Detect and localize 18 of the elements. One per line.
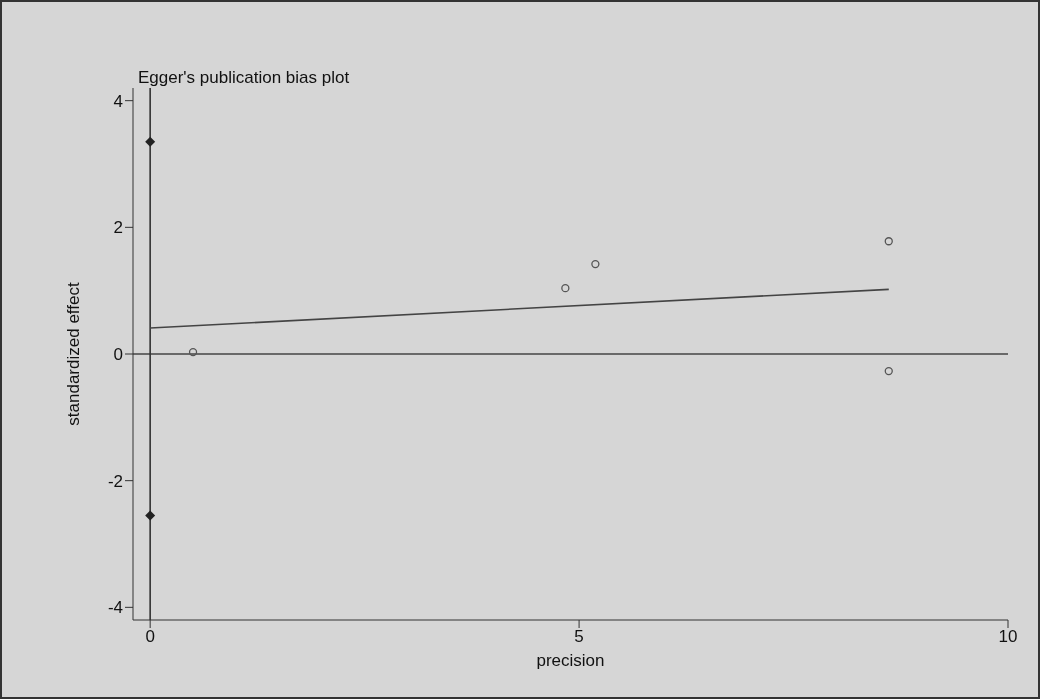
point xyxy=(884,237,893,246)
point xyxy=(591,259,600,269)
y-tick-label: 4 xyxy=(113,91,123,111)
x-axis-title: precision xyxy=(536,651,605,670)
point xyxy=(188,347,198,357)
chart-title: Egger's publication bias plot xyxy=(138,68,350,88)
y-tick-label: -2 xyxy=(107,471,123,491)
point xyxy=(561,283,570,293)
y-tick-label: 2 xyxy=(113,218,123,238)
x-tick-label: 0 xyxy=(145,627,155,647)
point xyxy=(145,136,156,147)
x-tick-label: 10 xyxy=(998,627,1018,647)
y-axis-title: standardized effect xyxy=(64,282,84,426)
point xyxy=(884,366,893,376)
y-tick-label: -4 xyxy=(107,598,123,618)
y-tick-label: 0 xyxy=(113,345,123,365)
x-tick-label: 5 xyxy=(574,627,584,647)
point xyxy=(145,510,156,521)
